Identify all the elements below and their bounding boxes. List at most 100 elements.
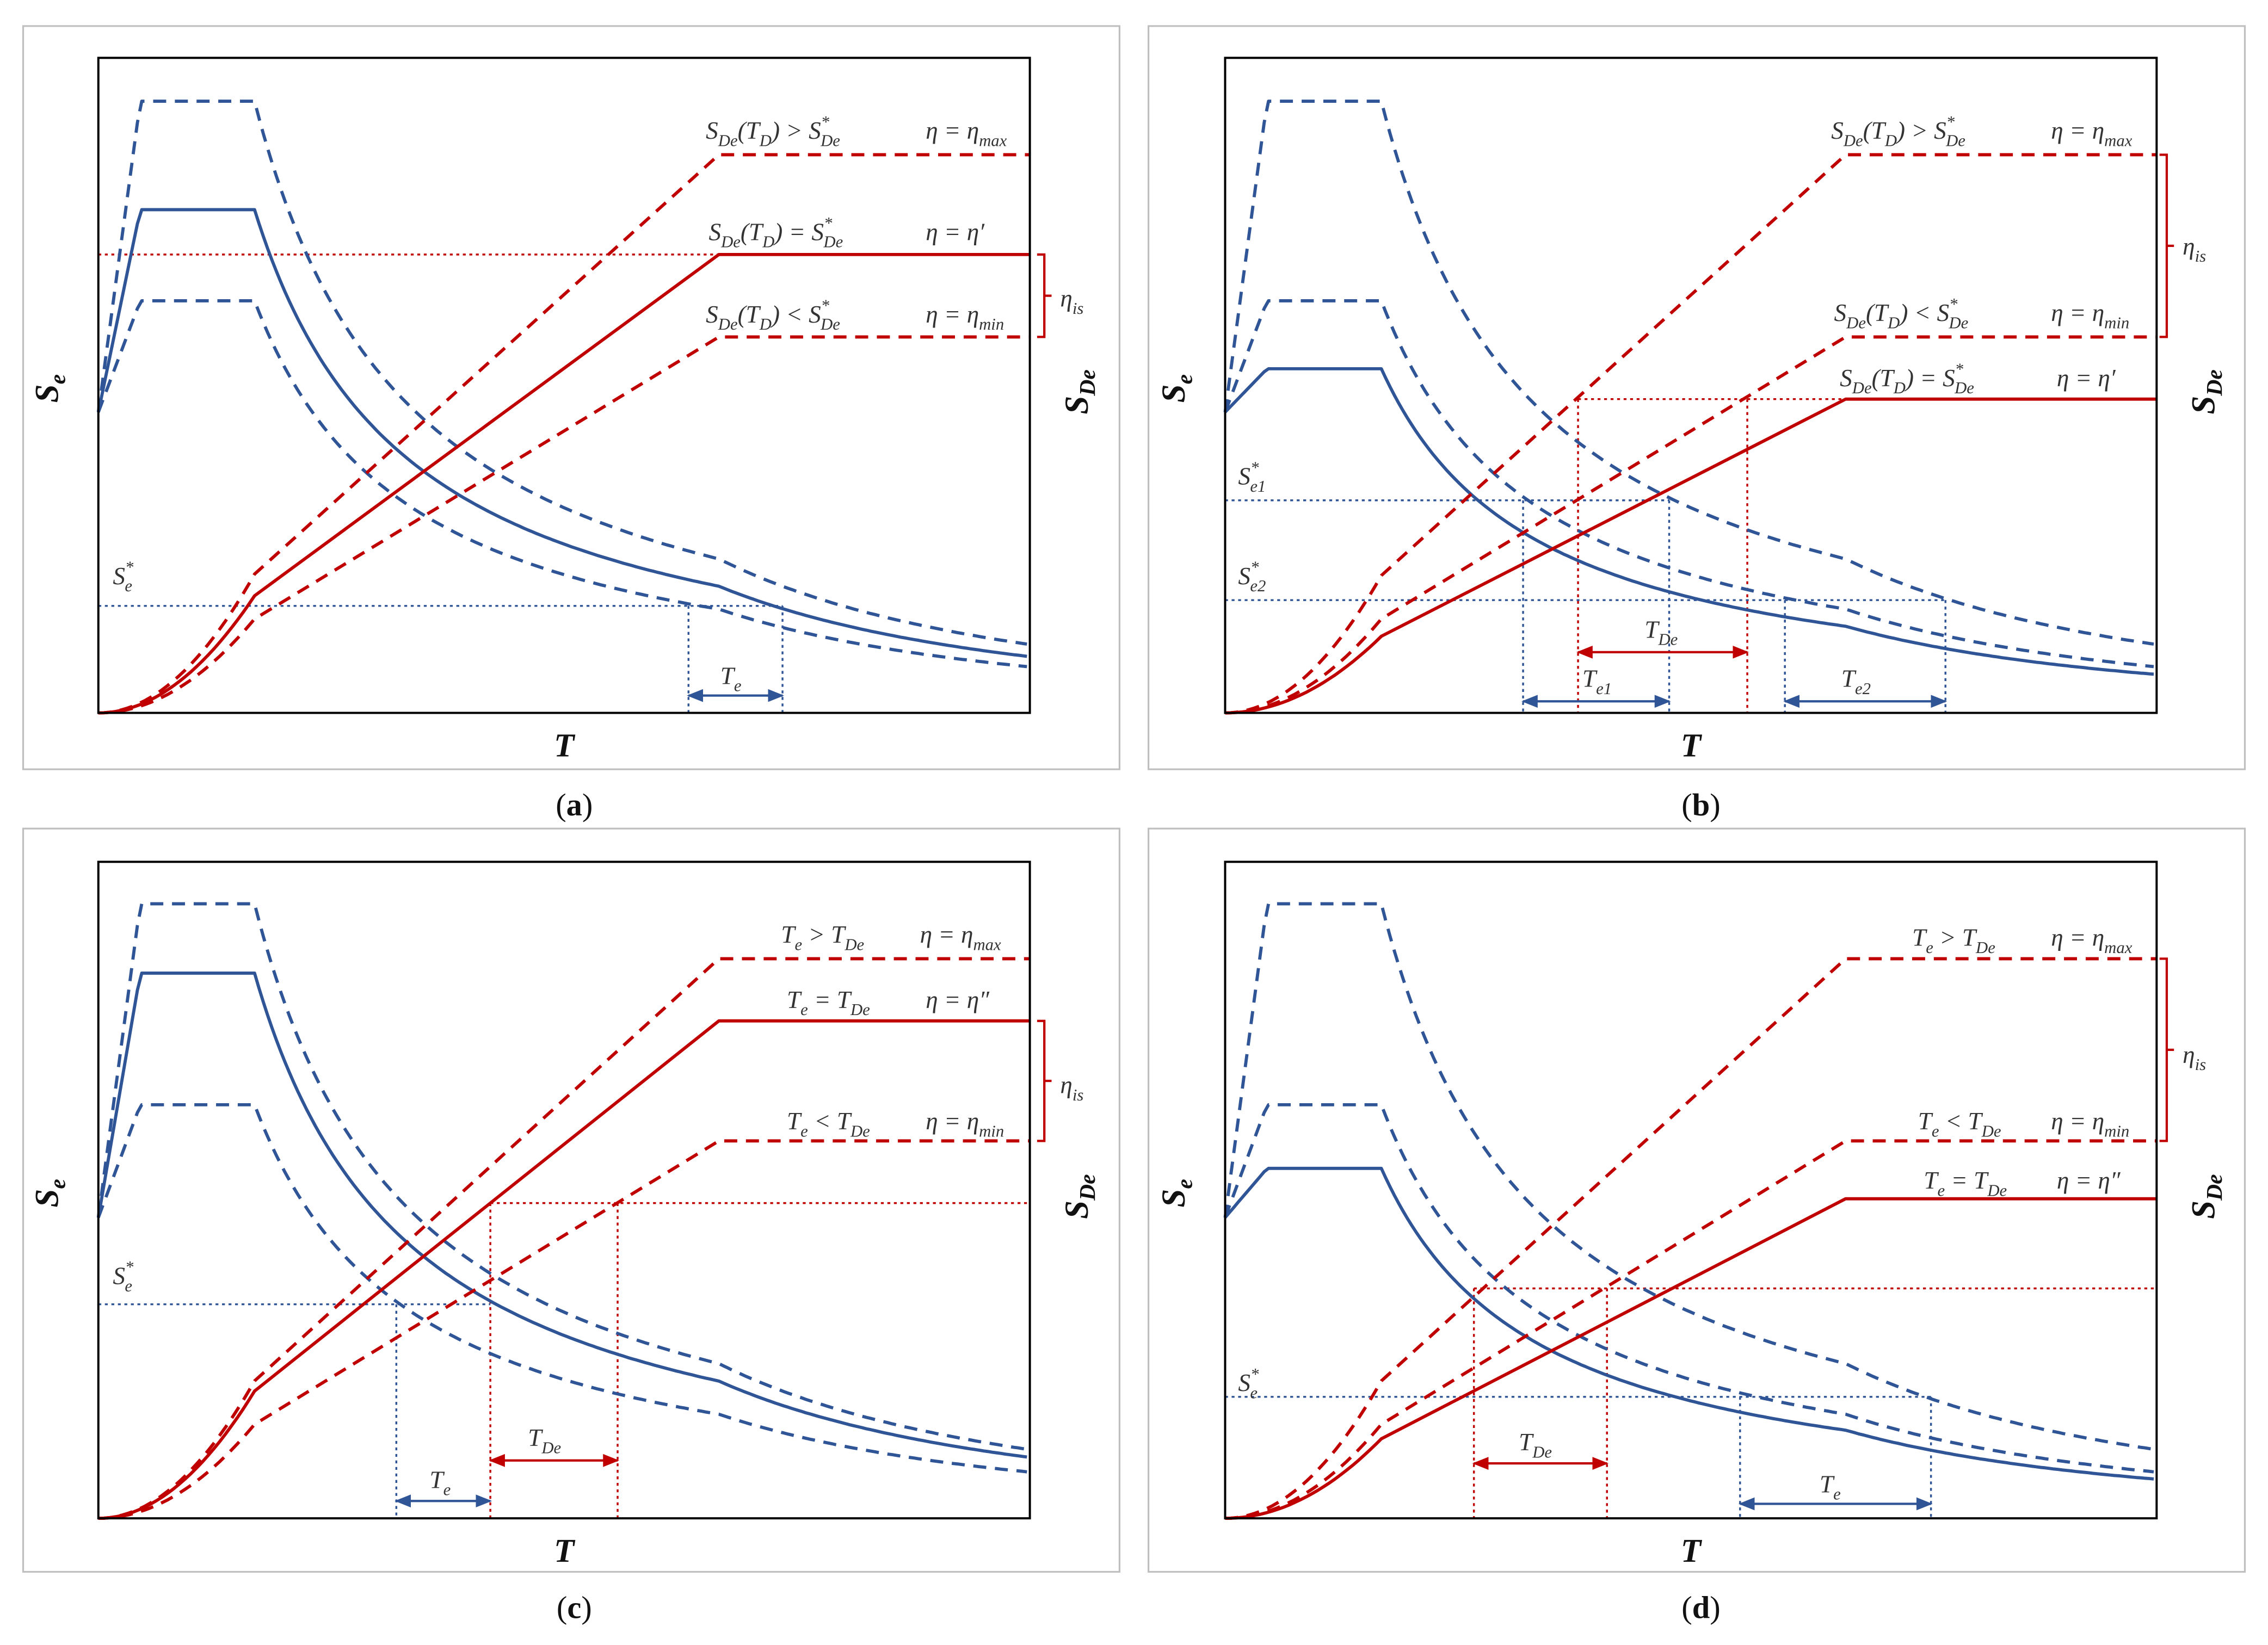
cond-eq-label-part: De xyxy=(720,233,741,251)
eta-is-label-part: η xyxy=(2183,233,2195,260)
cond-eq-label: SDe(TD) = S* De xyxy=(708,214,843,251)
eta-min-label-part: η = η xyxy=(2051,299,2104,326)
y-axis-label-sde: SDe xyxy=(1059,369,1100,414)
se-star-label-part: S xyxy=(113,562,125,590)
eta-eq-label: η = η″ xyxy=(926,986,990,1013)
cond-max-label-part: ) > S xyxy=(770,117,821,144)
cond-max-label-part: > T xyxy=(1933,924,1977,951)
se2-star-label-part: S xyxy=(1238,562,1250,590)
caption-paren: ) xyxy=(581,1590,591,1625)
elastic-spectrum xyxy=(96,208,1027,658)
se-star-label: S* e xyxy=(113,1258,134,1295)
cond-min-label-part: T xyxy=(1918,1108,1933,1135)
eta-max-label: η = ηmax xyxy=(926,117,1007,150)
x-axis-label-t: T xyxy=(554,1533,576,1569)
cond-max-label-part: * xyxy=(821,113,830,131)
te2-label: Te2 xyxy=(1841,665,1871,698)
eta-max-label-part: η = η xyxy=(920,921,973,948)
cond-max-label-part: ) > S xyxy=(1895,117,1946,144)
caption-paren: ) xyxy=(582,787,593,822)
cond-eq-label-part: De xyxy=(850,1000,870,1019)
lower-elastic-spectrum xyxy=(97,299,1027,669)
cond-eq-label: Te = TDe xyxy=(787,986,870,1019)
eta-is-label: ηis xyxy=(1060,285,1083,318)
y-axis-label-sde-part: S xyxy=(1059,1201,1095,1219)
eta-eq-label-part: η = η″ xyxy=(926,986,990,1013)
cond-eq-label-part: T xyxy=(787,986,802,1013)
panel-frame xyxy=(22,827,1121,1573)
eta-is-label: ηis xyxy=(1060,1072,1083,1104)
lower-elastic-spectrum xyxy=(1223,1103,2154,1474)
cond-min-label: Te < TDe xyxy=(787,1108,870,1140)
upper-elastic-spectrum xyxy=(96,902,1027,1451)
caption-paren: ( xyxy=(557,1590,567,1625)
cond-min-label-part: De xyxy=(1981,1122,2001,1140)
eta-is-bracket xyxy=(2159,957,2174,1142)
eta-min-label-part: η = η xyxy=(926,301,979,328)
eta-min-label: η = ηmin xyxy=(2051,299,2129,332)
upper-elastic-spectrum xyxy=(1223,902,2154,1451)
se-star-label-part: S xyxy=(1238,1369,1250,1396)
te-label-part: e xyxy=(443,1481,451,1499)
panel-caption: (b) xyxy=(1681,787,1721,822)
se-star-label-part: S xyxy=(113,1262,125,1289)
cond-eq-label-part: ) = S xyxy=(773,218,824,245)
y-axis-label-se: Se xyxy=(29,1179,70,1207)
displacement-spectrum xyxy=(1225,1197,2157,1520)
plot-area xyxy=(97,57,1031,714)
te2-label-part: T xyxy=(1841,665,1857,692)
cond-min-label-part: T xyxy=(787,1108,802,1135)
x-axis-label-t-part: T xyxy=(1681,1533,1703,1569)
te-label-part: e xyxy=(734,677,742,695)
se-star-label: S* e xyxy=(1238,1365,1259,1402)
se2-star-label: S* e2 xyxy=(1238,558,1266,596)
cond-min-label-part: D xyxy=(759,315,772,333)
eta-is-bracket xyxy=(1037,253,1052,338)
eta-max-label-part: η = η xyxy=(2051,117,2104,144)
eta-eq-label-part: η = η′ xyxy=(2057,364,2116,392)
x-axis-label-t-part: T xyxy=(554,1533,576,1569)
eta-eq-label-part: η = η′ xyxy=(926,218,985,245)
te1-label: Te1 xyxy=(1582,665,1612,698)
eta-min-label-part: min xyxy=(2104,313,2129,332)
eta-min-label: η = ηmin xyxy=(926,1108,1004,1140)
x-axis-label-t-part: T xyxy=(1681,727,1703,764)
displacement-spectrum xyxy=(98,1019,1030,1520)
panel-frame xyxy=(1147,827,2246,1573)
eta-min-label-part: min xyxy=(979,1122,1004,1140)
tde-label-part: T xyxy=(1519,1428,1534,1456)
caption-paren: ) xyxy=(1710,787,1720,822)
tde-label-part: De xyxy=(1657,630,1678,649)
plot-area xyxy=(97,861,1031,1520)
plot-area xyxy=(1224,861,2158,1520)
se2-star-label-part: * xyxy=(1250,558,1259,577)
cond-max-label-part: De xyxy=(718,132,738,150)
elastic-spectrum xyxy=(1224,1166,2154,1481)
eta-max-label: η = ηmax xyxy=(2051,924,2132,956)
eta-max-label: η = ηmax xyxy=(2051,117,2132,150)
cond-max-label: Te > TDe xyxy=(1912,924,1995,956)
eta-is-label-part: is xyxy=(2195,247,2207,265)
cond-min-label-part: S xyxy=(1834,299,1847,326)
te-label: Te xyxy=(1820,1470,1841,1503)
eta-is-bracket xyxy=(2159,153,2174,338)
tde-label: TDe xyxy=(1644,616,1678,648)
panel-caption: (a) xyxy=(556,787,593,822)
cond-max-label: SDe(TD) > S* De xyxy=(706,113,840,150)
cond-eq-label-part: e xyxy=(800,1000,808,1019)
se1-star-label-part: * xyxy=(1250,458,1259,477)
lower-elastic-spectrum xyxy=(1223,299,2154,669)
se1-star-label-part: S xyxy=(1238,463,1250,490)
cond-eq-label-part: De xyxy=(823,233,843,251)
caption-paren: ( xyxy=(556,787,566,822)
caption-letter: b xyxy=(1692,787,1710,822)
te-label: Te xyxy=(429,1466,451,1499)
cond-eq-label-part: S xyxy=(708,218,721,245)
eta-eq-label-part: η = η″ xyxy=(2057,1167,2121,1194)
panel-frame xyxy=(22,25,1121,770)
cond-min-label: SDe(TD) < S* De xyxy=(1834,295,1969,332)
cond-eq-label-part: S xyxy=(1840,364,1852,392)
eta-min-label-part: η = η xyxy=(926,1108,979,1135)
cond-min-label-part: ) < S xyxy=(1898,299,1949,326)
cond-max-label-part: T xyxy=(1912,924,1927,951)
